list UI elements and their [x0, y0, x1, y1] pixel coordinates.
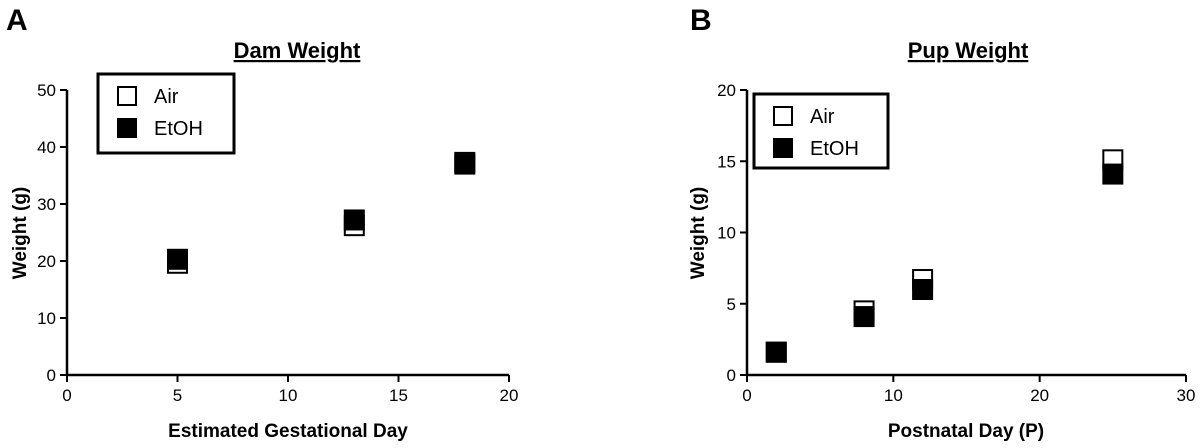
legend-marker-air: [117, 86, 137, 106]
data-point-etoh: [1102, 163, 1124, 185]
legend-label-air: Air: [810, 106, 835, 128]
y-tick-label: 20: [717, 81, 736, 100]
x-tick-label: 5: [173, 386, 182, 405]
legend-box: [96, 72, 236, 155]
y-tick-label: 0: [47, 366, 56, 385]
y-axis-label: Weight (g): [10, 187, 31, 280]
x-tick-label: 20: [500, 386, 519, 405]
x-tick-label: 0: [62, 386, 71, 405]
data-point-etoh: [853, 306, 875, 328]
legend-label-etoh: EtOH: [810, 138, 859, 160]
chart-panel-a: A Dam Weight 0 10 20 30 40 50 0 5 10 15 20 Weight (g)…: [6, 4, 518, 442]
y-tick-label: 15: [717, 152, 736, 171]
y-tick-label: 20: [37, 252, 56, 271]
legend: Air EtOH: [752, 92, 890, 170]
legend-label-etoh: EtOH: [154, 118, 203, 140]
series-etoh: [167, 153, 476, 270]
y-tick-label: 5: [727, 295, 736, 314]
panel-letter: A: [6, 4, 28, 37]
chart-title: Dam Weight: [234, 38, 361, 63]
legend-marker-air: [773, 106, 793, 126]
legend-marker-etoh: [773, 138, 793, 158]
data-point-etoh: [343, 209, 365, 231]
x-tick-label: 20: [1030, 386, 1049, 405]
x-tick-label: 0: [742, 386, 751, 405]
legend-marker-etoh: [117, 118, 137, 138]
x-tick-label: 10: [884, 386, 903, 405]
x-tick-label: 30: [1177, 386, 1196, 405]
data-point-etoh: [454, 153, 476, 175]
series-air: [765, 149, 1124, 363]
legend-label-air: Air: [154, 86, 179, 108]
x-axis-label: Postnatal Day (P): [888, 421, 1044, 442]
x-tick-label: 10: [279, 386, 298, 405]
series-air: [167, 151, 476, 274]
data-point-etoh: [167, 248, 188, 270]
y-tick-label: 0: [727, 366, 736, 385]
y-tick-label: 50: [37, 81, 56, 100]
data-point-etoh: [765, 341, 787, 363]
chart-title: Pup Weight: [908, 38, 1029, 63]
series-etoh: [765, 163, 1124, 363]
panel-letter: B: [690, 4, 712, 37]
x-axis-label: Estimated Gestational Day: [168, 421, 408, 442]
y-tick-label: 10: [717, 224, 736, 243]
y-tick-label: 10: [37, 309, 56, 328]
y-tick-label: 30: [37, 195, 56, 214]
legend: Air EtOH: [96, 72, 236, 155]
chart-panel-b: B Pup Weight 0 5 10 15 20 0 10 20 30 Weight (g) Post…: [688, 4, 1195, 442]
x-tick-label: 15: [389, 386, 408, 405]
y-axis-label: Weight (g): [688, 187, 709, 280]
data-point-etoh: [912, 279, 934, 300]
y-tick-label: 40: [37, 138, 56, 157]
